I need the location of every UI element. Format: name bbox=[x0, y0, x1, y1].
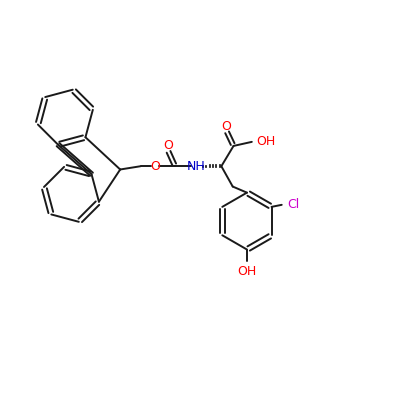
Text: O: O bbox=[163, 139, 173, 153]
Text: OH: OH bbox=[257, 135, 276, 148]
Text: OH: OH bbox=[237, 265, 256, 278]
Text: O: O bbox=[221, 120, 231, 133]
Text: Cl: Cl bbox=[287, 198, 300, 211]
Text: NH: NH bbox=[187, 160, 206, 173]
Text: O: O bbox=[150, 160, 159, 173]
